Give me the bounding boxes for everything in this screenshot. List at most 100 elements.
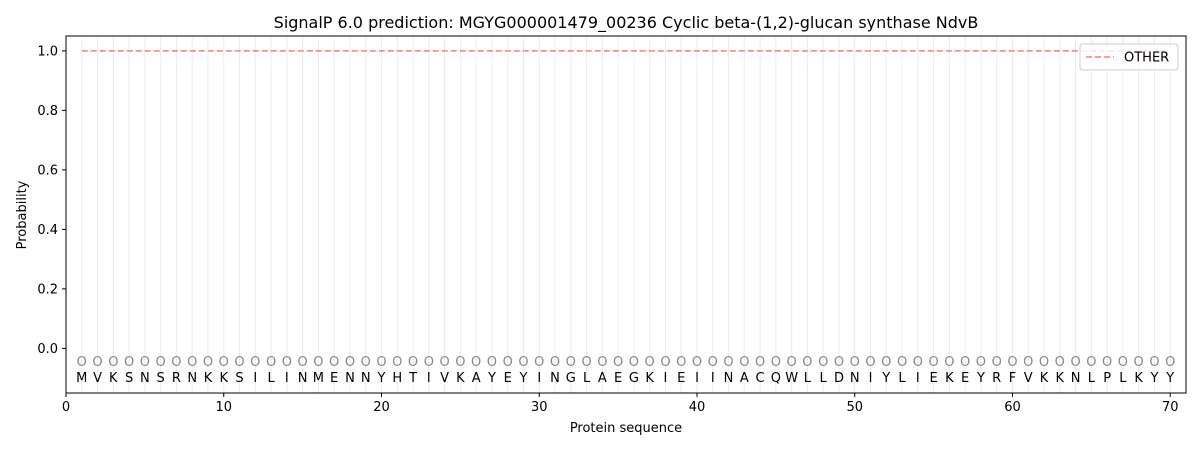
predicted-label: O <box>850 355 860 370</box>
predicted-label: O <box>566 355 576 370</box>
x-tick-label: 30 <box>531 400 548 415</box>
predicted-label: O <box>1023 355 1033 370</box>
predicted-label: O <box>298 355 308 370</box>
predicted-label: O <box>361 355 371 370</box>
residue-letter: S <box>157 371 165 386</box>
predicted-label: O <box>913 355 923 370</box>
predicted-label: O <box>250 355 260 370</box>
residue-letter: M <box>313 371 324 386</box>
residue-letter: M <box>76 371 87 386</box>
residue-letter: S <box>125 371 133 386</box>
predicted-label: O <box>834 355 844 370</box>
predicted-label: O <box>282 355 292 370</box>
predicted-label: O <box>692 355 702 370</box>
legend-box <box>1079 43 1179 71</box>
residue-letter: R <box>172 371 181 386</box>
residue-letter: N <box>361 371 371 386</box>
residue-letter: N <box>550 371 560 386</box>
predicted-label: O <box>976 355 986 370</box>
x-tick-label: 20 <box>373 400 390 415</box>
predicted-label: O <box>1086 355 1096 370</box>
residue-letter: D <box>834 371 844 386</box>
predicted-label: O <box>439 355 449 370</box>
x-tick-label: 70 <box>1162 400 1179 415</box>
predicted-label: O <box>313 355 323 370</box>
residue-letter: L <box>1119 371 1127 386</box>
residue-letter: I <box>664 371 668 386</box>
predicted-label: O <box>518 355 528 370</box>
residue-letter: I <box>869 371 873 386</box>
residue-letter: G <box>629 371 639 386</box>
predicted-label: O <box>329 355 339 370</box>
residue-letter: Y <box>976 371 985 386</box>
predicted-label: O <box>345 355 355 370</box>
predicted-label: O <box>424 355 434 370</box>
predicted-label: O <box>581 355 591 370</box>
residue-letter: V <box>440 371 449 386</box>
residue-letter: T <box>408 371 417 386</box>
predicted-label: O <box>234 355 244 370</box>
residue-letter: N <box>140 371 150 386</box>
y-tick-label: 0.0 <box>37 342 58 357</box>
x-tick-label: 60 <box>1004 400 1021 415</box>
predicted-label: O <box>408 355 418 370</box>
predicted-label: O <box>1118 355 1128 370</box>
predicted-label: O <box>787 355 797 370</box>
y-tick-label: 1.0 <box>37 44 58 59</box>
predicted-label: O <box>597 355 607 370</box>
residue-letter: A <box>598 371 607 386</box>
predicted-label: O <box>723 355 733 370</box>
chart-title: SignalP 6.0 prediction: MGYG000001479_00… <box>274 13 979 33</box>
predicted-label: O <box>1102 355 1112 370</box>
predicted-label: O <box>944 355 954 370</box>
predicted-label: O <box>897 355 907 370</box>
plot-frame <box>65 35 1187 394</box>
predicted-label: O <box>865 355 875 370</box>
residue-letter: Q <box>771 371 781 386</box>
residue-letter: A <box>472 371 481 386</box>
predicted-label: O <box>77 355 87 370</box>
residue-letter: Y <box>518 371 527 386</box>
residue-letter: E <box>961 371 969 386</box>
residue-letter: Y <box>881 371 890 386</box>
residue-letter: L <box>1088 371 1096 386</box>
predicted-label: O <box>503 355 513 370</box>
y-axis-ticks: 0.0 0.2 0.4 0.6 0.8 1.0 <box>37 44 66 357</box>
residue-letter: V <box>93 371 102 386</box>
predicted-label: O <box>755 355 765 370</box>
predicted-label: O <box>708 355 718 370</box>
predicted-label: O <box>1149 355 1159 370</box>
residue-letter: L <box>267 371 275 386</box>
predicted-label: O <box>124 355 134 370</box>
legend-label: OTHER <box>1124 51 1169 66</box>
residue-gridlines <box>81 36 1171 393</box>
residue-letter: I <box>537 371 541 386</box>
residue-letter: K <box>204 371 213 386</box>
predicted-label: O <box>613 355 623 370</box>
y-tick-label: 0.4 <box>37 223 58 238</box>
residue-letter: L <box>804 371 812 386</box>
predicted-label: O <box>471 355 481 370</box>
predicted-label: O <box>219 355 229 370</box>
y-tick-label: 0.2 <box>37 282 58 297</box>
predicted-label: O <box>1134 355 1144 370</box>
predicted-label: O <box>1070 355 1080 370</box>
residue-letter: K <box>456 371 465 386</box>
residue-letter: K <box>1134 371 1143 386</box>
residue-letter: K <box>219 371 228 386</box>
predicted-label: O <box>739 355 749 370</box>
residue-letter: P <box>1103 371 1111 386</box>
predicted-label: O <box>376 355 386 370</box>
predicted-label: O <box>140 355 150 370</box>
x-tick-label: 50 <box>846 400 863 415</box>
residue-letter: C <box>756 371 765 386</box>
predicted-label: O <box>392 355 402 370</box>
residue-letter: E <box>614 371 622 386</box>
y-axis-label: Probability <box>15 180 30 249</box>
residue-letter: I <box>916 371 920 386</box>
predicted-label: O <box>455 355 465 370</box>
residue-letter: K <box>109 371 118 386</box>
